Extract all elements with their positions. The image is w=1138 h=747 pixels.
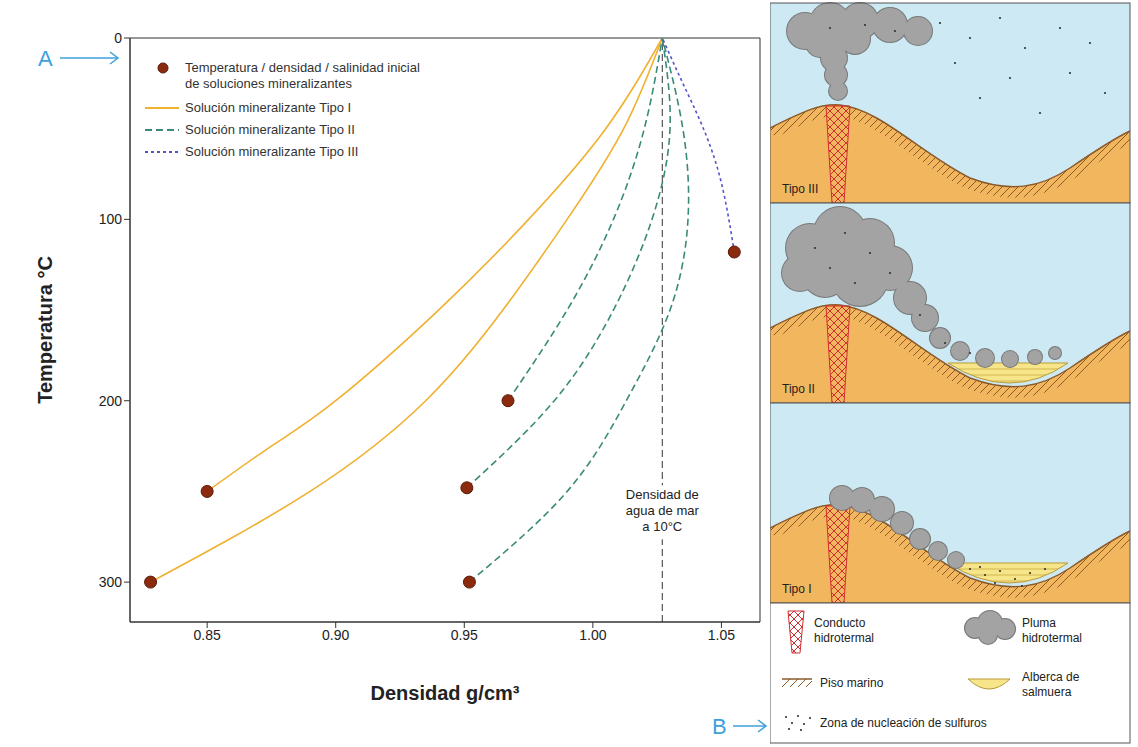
svg-text:Zona de nucleación de sulfuros: Zona de nucleación de sulfuros: [820, 716, 987, 730]
svg-text:Tipo III: Tipo III: [782, 182, 818, 196]
svg-text:agua de mar: agua de mar: [626, 503, 700, 518]
svg-text:salmuera: salmuera: [1022, 685, 1072, 699]
svg-text:Conducto: Conducto: [814, 616, 866, 630]
svg-text:Solución mineralizante Tipo I: Solución mineralizante Tipo I: [185, 100, 351, 115]
svg-text:Temperatura / densidad / salin: Temperatura / densidad / salinidad inici…: [185, 60, 420, 75]
svg-text:Tipo I: Tipo I: [782, 582, 812, 596]
svg-text:Solución mineralizante Tipo II: Solución mineralizante Tipo III: [185, 144, 358, 159]
svg-text:Densidad de: Densidad de: [626, 487, 699, 502]
svg-text:0.90: 0.90: [322, 627, 349, 643]
svg-text:hidrotermal: hidrotermal: [1022, 631, 1082, 645]
svg-text:Solución mineralizante Tipo II: Solución mineralizante Tipo II: [185, 122, 355, 137]
svg-text:200: 200: [99, 393, 123, 409]
svg-text:Piso marino: Piso marino: [820, 676, 884, 690]
svg-text:1.05: 1.05: [708, 627, 735, 643]
svg-text:0: 0: [114, 30, 122, 46]
svg-text:1.00: 1.00: [579, 627, 606, 643]
svg-text:0.95: 0.95: [451, 627, 478, 643]
svg-text:0.85: 0.85: [194, 627, 221, 643]
svg-text:Alberca de: Alberca de: [1022, 670, 1080, 684]
svg-text:A: A: [38, 46, 53, 71]
svg-text:Temperatura °C: Temperatura °C: [34, 256, 56, 404]
svg-text:Tipo II: Tipo II: [782, 382, 815, 396]
svg-text:hidrotermal: hidrotermal: [814, 631, 874, 645]
svg-text:100: 100: [99, 211, 123, 227]
svg-text:B: B: [712, 714, 727, 739]
svg-text:a 10°C: a 10°C: [642, 519, 682, 534]
svg-text:Densidad g/cm³: Densidad g/cm³: [371, 682, 520, 704]
svg-text:Pluma: Pluma: [1022, 616, 1056, 630]
svg-text:300: 300: [99, 574, 123, 590]
svg-text:de soluciones mineralizantes: de soluciones mineralizantes: [185, 76, 352, 91]
